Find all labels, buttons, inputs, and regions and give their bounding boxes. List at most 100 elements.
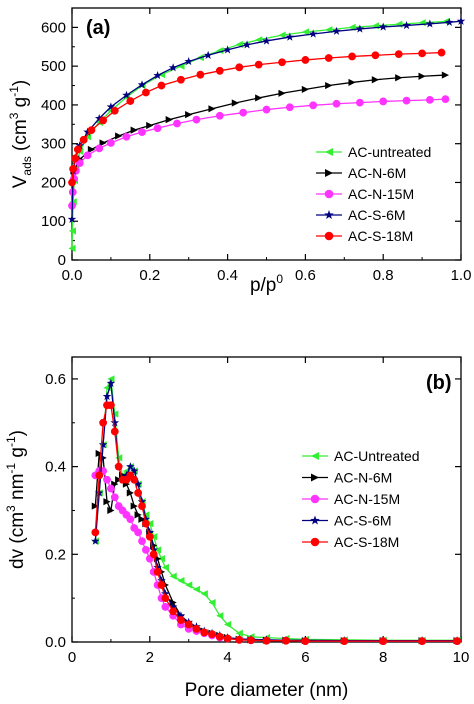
panel-b-series-ac-n-6m-point [107,506,115,515]
panel-b-series-ac-s-6m-line [94,383,458,642]
panel-a-series-ac-n-15m-point [153,124,162,133]
panel-b-ylabel-end: ) [7,430,28,436]
panel-b-series-ac-s-18m-point [223,634,232,643]
panel-b-series-ac-untreated-point [161,563,169,572]
panel-a-x-tick-label: 1.0 [451,267,472,284]
panel-b-series-ac-n-15m-point [103,475,111,484]
panel-a-series-ac-s-6m-point [67,214,77,223]
panel-b-legend-ac-n-6m-label: AC-N-6M [334,470,392,486]
panel-b-series-ac-s-18m-point [114,462,123,471]
panel-b-series-ac-untreated-point [115,454,123,462]
panel-b-series-ac-s-6m-point [98,440,108,449]
panel-a-series-ac-s-6m-point [378,22,388,31]
panel-a-legend-ac-n-6m-label: AC-N-6M [348,165,406,181]
panel-b-series-ac-s-18m-point [192,624,201,633]
panel-b-series-ac-n-6m-point [134,511,142,519]
panel-b-series-ac-untreated-point [157,555,166,563]
panel-a-series-ac-untreated-point [216,47,224,55]
panel-a-series-ac-untreated-point [301,28,309,36]
panel-b-series-ac-s-18m-point [247,636,255,645]
panel-a-series-ac-n-6m-point [325,81,333,90]
panel-b-series-group [91,375,462,646]
panel-a-y-tick-label: 200 [41,174,66,191]
panel-a-series-ac-s-6m-point [402,20,411,30]
panel-a-ylabel-sup1: 3 [7,112,21,119]
panel-a-y-tick-label: 400 [41,97,66,114]
panel-a-y-tick-label: 0 [58,252,66,269]
panel-a-x-tick-label: 0.6 [295,267,316,284]
panel-b-y-tick-label: 0.0 [45,634,66,651]
panel-b-ylabel-mid2: g [7,447,28,463]
panel-b-series-ac-s-18m-point [145,532,154,541]
panel-a-series-ac-s-6m-point [184,57,193,66]
panel-a-series-ac-n-15m-point [239,108,248,117]
panel-a-series-ac-n-6m-point [146,121,154,130]
panel-a-x-tick-label: 0.8 [373,267,394,284]
panel-a-series-ac-n-6m-point [255,94,263,102]
panel-b-series-ac-untreated-point [169,572,177,580]
panel-a-series-ac-n-15m-point [107,139,115,147]
panel-a-series-ac-s-18m-point [235,63,244,72]
panel-b-series-ac-n-6m-point [126,489,134,497]
panel-b-series-ac-s-18m-point [157,581,166,589]
panel-a-series-ac-n-6m-point [87,145,96,154]
panel-a-series-group [67,16,466,252]
panel-b-legend-ac-s-6m-label: AC-S-6M [334,513,392,529]
panel-b-series-ac-s-18m-point [262,636,271,645]
panel-b-x-tick-label: 0 [68,649,76,666]
panel-a-series-ac-s-18m-point [71,154,80,163]
panel-a-series-ac-s-6m-point [285,32,295,41]
panel-a-series-ac-n-15m-point [215,111,224,120]
panel-a-legend-ac-untreated-marker [325,148,333,156]
panel-b-series-ac-untreated-point [224,620,232,629]
panel-b-legend-ac-n-6m-marker [311,473,319,482]
panel-a-ticks: 0.0 0.2 0.4 0.6 0.8 1.0 0 100 200 300 400 500 600 [41,8,471,284]
panel-b-legend-ac-s-18m-label: AC-S-18M [334,534,399,550]
panel-a-series-ac-s-6m-point [153,70,162,80]
panel-b-series-ac-s-18m-point [91,528,100,537]
panel-a-series-ac-s-18m-point [99,116,108,125]
panel-b-series-ac-n-15m-point [138,537,146,546]
panel-b-series-ac-untreated-point [192,585,201,593]
panel-a-y-tick-label: 600 [41,19,66,36]
panel-b-x-tick-label: 4 [223,649,231,666]
panel-b-x-tick-label: 2 [146,649,154,666]
panel-a-series-ac-n-6m-point [418,72,426,80]
panel-a-label: (a) [86,17,110,39]
panel-b-series-ac-untreated-point [177,577,185,585]
panel-a-ylabel-mid2: g [10,97,31,113]
panel-a-series-ac-s-6m-point [242,40,252,49]
panel-a-series-ac-s-18m-point [437,48,446,57]
panel-a-series-ac-untreated-point [395,20,403,28]
panel-b-series-ac-s-6m-point [106,378,116,387]
panel-a-ylabel-sup2: -1 [7,86,21,97]
panel-b-series-ac-s-18m-point [235,635,244,644]
panel-a-series-ac-s-6m-point [94,113,104,123]
panel-b-series-ac-s-6m-point [145,527,155,537]
panel-a-series-ac-untreated-point [278,31,286,39]
panel-a-legend-ac-s-6m-marker [324,210,334,220]
panel-a-series-ac-n-15m-point [262,105,271,114]
panel-a-series-ac-n-15m-point [95,144,104,153]
panel-a-series-ac-n-15m-point [402,96,411,105]
panel-b-series-ac-s-18m-point [340,637,349,646]
panel-a-series-ac-n-15m-point [332,99,341,108]
panel-a-series-ac-s-18m-point [79,135,88,144]
panel-b-series-ac-n-15m [91,467,462,646]
panel-a-series-ac-n-6m-point [185,111,193,119]
panel-a-legend: AC-untreated AC-N-6M AC-N-15M AC-S-6M AC-S-1… [316,144,431,244]
panel-b-series-ac-untreated-point [235,629,243,637]
panel-b-legend-ac-s-6m-marker [310,515,320,525]
panel-b-legend: AC-Untreated AC-N-6M AC-N-15M AC-S-6M AC-S-1… [302,448,420,550]
panel-b-series-ac-s-18m-point [134,489,143,497]
panel-b-series-ac-s-6m-point [141,514,151,523]
panel-b-series-ac-s-18m-point [99,418,108,427]
panel-b-series-ac-s-6m-point [149,545,158,554]
panel-b-series-ac-s-18m-point [142,519,150,528]
panel-a-series-ac-s-6m-point [223,45,232,54]
panel-b-series-ac-s-18m-point [301,637,310,646]
panel-a-ylabel-sub: ads [20,156,34,175]
panel-a-series-ac-n-15m-point [83,151,92,160]
panel-b-series-ac-s-6m-point [157,576,166,585]
